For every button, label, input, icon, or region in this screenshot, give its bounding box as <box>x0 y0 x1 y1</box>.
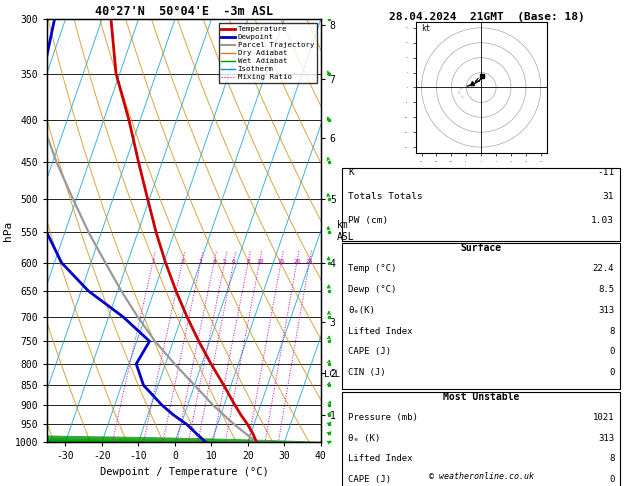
Text: 8.5: 8.5 <box>598 285 615 294</box>
Text: Dewp (°C): Dewp (°C) <box>348 285 396 294</box>
Text: K: K <box>348 168 354 177</box>
Text: 1: 1 <box>151 259 155 264</box>
Text: PW (cm): PW (cm) <box>348 216 388 226</box>
Text: Lifted Index: Lifted Index <box>348 454 413 464</box>
Text: LCL: LCL <box>323 370 340 379</box>
Text: 6: 6 <box>232 259 236 264</box>
Title: 40°27'N  50°04'E  -3m ASL: 40°27'N 50°04'E -3m ASL <box>95 5 273 18</box>
Text: 0: 0 <box>609 368 615 378</box>
Text: Pressure (mb): Pressure (mb) <box>348 413 418 422</box>
Text: kt: kt <box>421 24 431 33</box>
Text: 5: 5 <box>223 259 226 264</box>
X-axis label: Dewpoint / Temperature (°C): Dewpoint / Temperature (°C) <box>99 467 269 477</box>
Text: 0: 0 <box>609 347 615 357</box>
Text: 8: 8 <box>609 454 615 464</box>
Text: © weatheronline.co.uk: © weatheronline.co.uk <box>429 472 533 481</box>
Text: 15: 15 <box>277 259 285 264</box>
Text: -11: -11 <box>597 168 615 177</box>
Text: 20: 20 <box>293 259 301 264</box>
Text: 313: 313 <box>598 434 615 443</box>
Text: 1.03: 1.03 <box>591 216 615 226</box>
Text: θₑ(K): θₑ(K) <box>348 306 375 315</box>
Text: 22.4: 22.4 <box>593 264 615 273</box>
Text: 10: 10 <box>256 259 264 264</box>
Text: θₑ (K): θₑ (K) <box>348 434 381 443</box>
Text: CAPE (J): CAPE (J) <box>348 347 391 357</box>
Text: 2: 2 <box>181 259 184 264</box>
Text: Temp (°C): Temp (°C) <box>348 264 396 273</box>
Text: CAPE (J): CAPE (J) <box>348 475 391 485</box>
Text: 1021: 1021 <box>593 413 615 422</box>
Y-axis label: hPa: hPa <box>3 221 13 241</box>
Text: 28.04.2024  21GMT  (Base: 18): 28.04.2024 21GMT (Base: 18) <box>389 12 585 22</box>
Text: Lifted Index: Lifted Index <box>348 327 413 336</box>
Y-axis label: km
ASL: km ASL <box>337 220 355 242</box>
Text: 4: 4 <box>213 259 216 264</box>
Legend: Temperature, Dewpoint, Parcel Trajectory, Dry Adiabat, Wet Adiabat, Isotherm, Mi: Temperature, Dewpoint, Parcel Trajectory… <box>218 23 317 83</box>
Text: 8: 8 <box>247 259 250 264</box>
Text: 0: 0 <box>609 475 615 485</box>
Text: CIN (J): CIN (J) <box>348 368 386 378</box>
Text: 8: 8 <box>609 327 615 336</box>
Text: Most Unstable: Most Unstable <box>443 392 520 402</box>
Text: 25: 25 <box>306 259 313 264</box>
Text: 31: 31 <box>603 192 615 201</box>
Text: 313: 313 <box>598 306 615 315</box>
Text: Surface: Surface <box>460 243 502 253</box>
Text: 3: 3 <box>199 259 203 264</box>
Text: Totals Totals: Totals Totals <box>348 192 423 201</box>
